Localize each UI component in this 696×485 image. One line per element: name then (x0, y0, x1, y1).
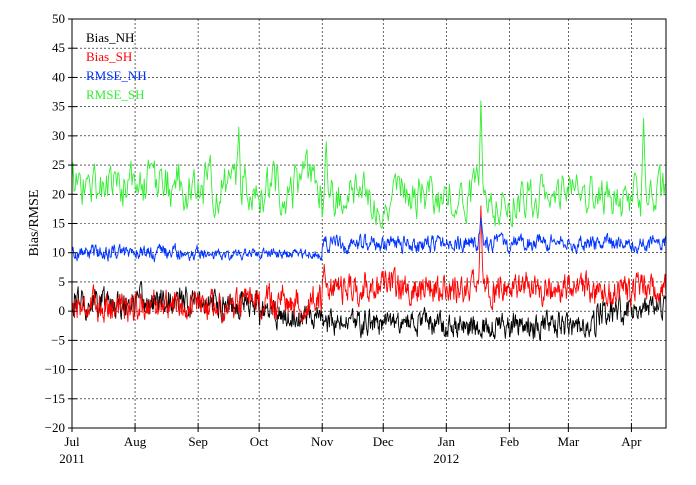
y-tick-label: −20 (45, 420, 65, 435)
y-tick-label: −15 (45, 391, 65, 406)
legend-entry: RMSE_SH (86, 87, 145, 102)
y-tick-label: −10 (45, 362, 65, 377)
grid-layer (72, 19, 666, 428)
y-tick-label: 15 (52, 216, 65, 231)
y-tick-label: 25 (52, 157, 65, 172)
x-year-label: 2012 (433, 451, 459, 466)
x-tick-label: Sep (188, 434, 208, 449)
x-tick-label: Aug (124, 434, 147, 449)
y-tick-label: 5 (59, 274, 66, 289)
x-year-label: 2011 (59, 451, 85, 466)
x-tick-label: Feb (500, 434, 520, 449)
x-tick-label: Jul (64, 434, 80, 449)
axis-layer: −20 −15 −10 −5 0 5 10 15 20 25 30 35 40 45 50 Jul 2011 Au… (45, 11, 643, 466)
y-tick-label: −5 (51, 332, 65, 347)
y-axis-label: Bias/RMSE (27, 190, 42, 257)
y-tick-label: 40 (52, 69, 65, 84)
legend-entry: RMSE_NH (86, 68, 147, 83)
series-line-bias-sh (71, 205, 667, 323)
legend-entry: Bias_NH (86, 30, 134, 45)
x-tick-label: Jan (438, 434, 456, 449)
y-tick-label: 0 (59, 303, 66, 318)
series-line-rmse-nh (71, 217, 667, 263)
x-tick-label: Mar (558, 434, 580, 449)
series-line-rmse-sh (71, 100, 667, 229)
legend: Bias_NH Bias_SH RMSE_NH RMSE_SH (86, 30, 147, 102)
y-tick-label: 10 (52, 245, 65, 260)
x-tick-label: Oct (250, 434, 269, 449)
series-layer (71, 100, 667, 342)
x-tick-label: Nov (311, 434, 334, 449)
y-tick-label: 50 (52, 11, 65, 26)
y-tick-label: 20 (52, 186, 65, 201)
y-tick-label: 30 (52, 128, 65, 143)
x-tick-label: Dec (373, 434, 394, 449)
y-tick-label: 45 (52, 40, 65, 55)
legend-entry: Bias_SH (86, 49, 132, 64)
x-tick-label: Apr (621, 434, 642, 449)
y-tick-label: 35 (52, 99, 65, 114)
